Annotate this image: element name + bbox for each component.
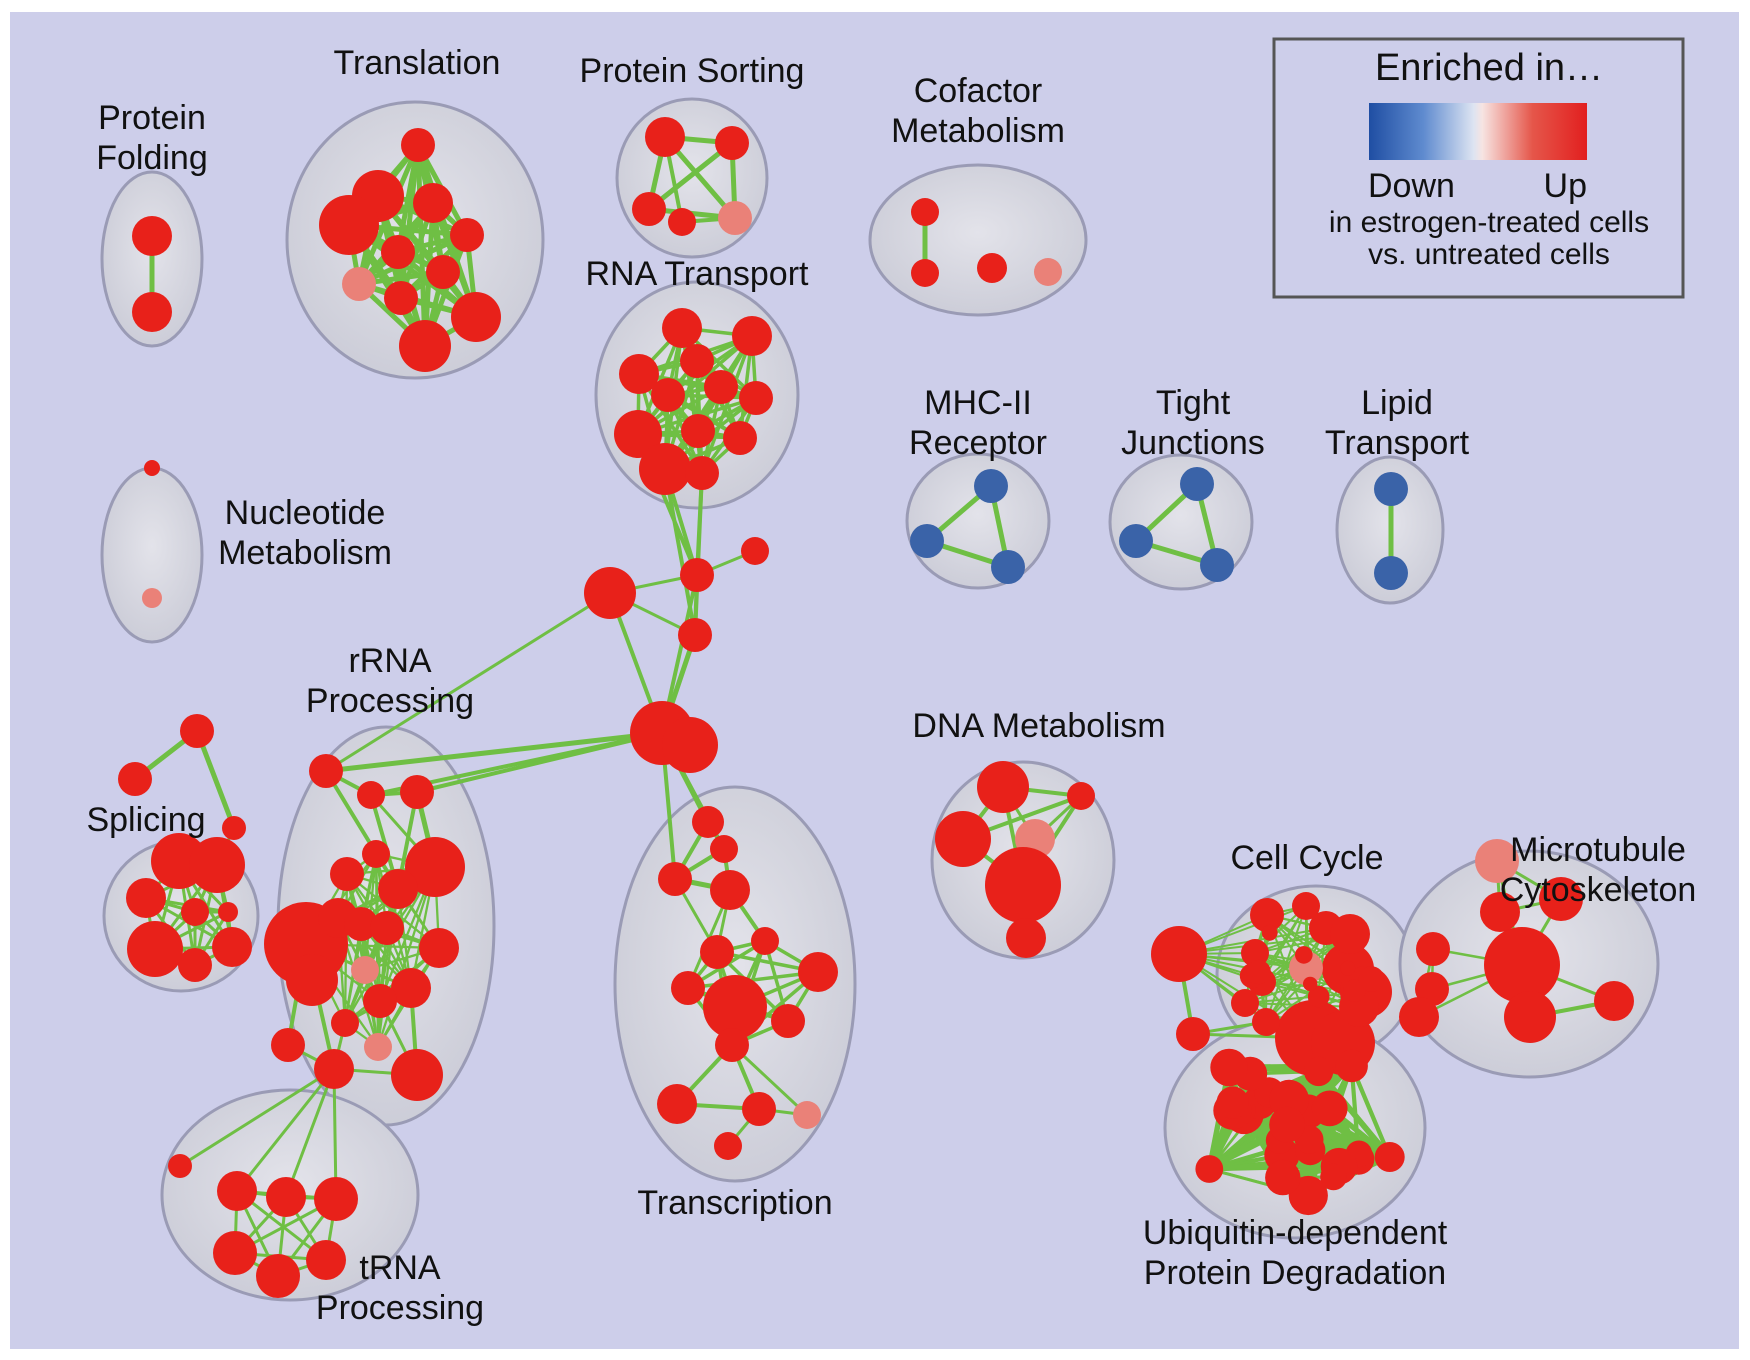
svg-text:tRNA: tRNA xyxy=(359,1249,441,1287)
svg-text:Processing: Processing xyxy=(306,682,474,720)
svg-text:Nucleotide: Nucleotide xyxy=(225,494,386,532)
svg-text:Protein Degradation: Protein Degradation xyxy=(1144,1254,1446,1292)
svg-text:DNA Metabolism: DNA Metabolism xyxy=(912,707,1165,745)
svg-text:Up: Up xyxy=(1544,167,1587,205)
svg-text:Translation: Translation xyxy=(334,44,501,82)
svg-text:Enriched in…: Enriched in… xyxy=(1375,47,1603,89)
svg-text:Cell Cycle: Cell Cycle xyxy=(1230,839,1383,877)
svg-text:Junctions: Junctions xyxy=(1121,424,1265,462)
svg-text:Cofactor: Cofactor xyxy=(914,72,1043,110)
svg-text:Protein Sorting: Protein Sorting xyxy=(580,52,805,90)
svg-text:Transport: Transport xyxy=(1325,424,1470,462)
svg-text:Ubiquitin-dependent: Ubiquitin-dependent xyxy=(1143,1214,1448,1252)
svg-text:Lipid: Lipid xyxy=(1361,384,1433,422)
svg-text:Metabolism: Metabolism xyxy=(218,534,392,572)
svg-text:Receptor: Receptor xyxy=(909,424,1047,462)
svg-text:in estrogen-treated cells: in estrogen-treated cells xyxy=(1329,206,1649,239)
svg-text:Splicing: Splicing xyxy=(86,801,205,839)
svg-text:Down: Down xyxy=(1368,167,1455,205)
svg-text:rRNA: rRNA xyxy=(348,642,431,680)
svg-text:Transcription: Transcription xyxy=(637,1184,832,1222)
svg-text:Microtubule: Microtubule xyxy=(1510,831,1686,869)
svg-text:Metabolism: Metabolism xyxy=(891,112,1065,150)
svg-text:Processing: Processing xyxy=(316,1289,484,1327)
svg-text:Folding: Folding xyxy=(96,139,208,177)
svg-text:vs. untreated cells: vs. untreated cells xyxy=(1368,238,1610,271)
svg-text:Protein: Protein xyxy=(98,99,206,137)
svg-text:RNA Transport: RNA Transport xyxy=(586,255,810,293)
svg-text:Tight: Tight xyxy=(1156,384,1231,422)
svg-text:MHC-II: MHC-II xyxy=(924,384,1032,422)
svg-text:Cytoskeleton: Cytoskeleton xyxy=(1500,871,1697,909)
